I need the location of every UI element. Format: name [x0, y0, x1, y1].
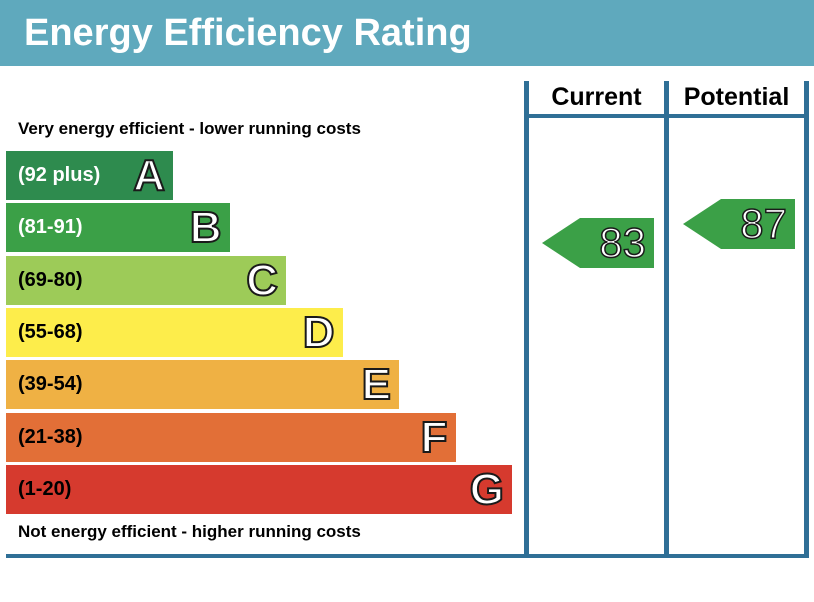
current-rating-arrow: [542, 218, 654, 268]
band-d: (55-68) D: [6, 307, 343, 357]
band-g: (1-20) G: [6, 464, 512, 514]
band-range-label: (69-80): [18, 268, 83, 291]
column-header-underline: [524, 114, 809, 118]
band-range-label: (1-20): [18, 477, 72, 500]
header-bar: Energy Efficiency Rating: [0, 0, 814, 66]
band-range-label: (81-91): [18, 216, 83, 239]
band-letter: E: [361, 360, 392, 410]
band-letter: A: [132, 151, 166, 200]
band-range-label: (21-38): [18, 425, 83, 448]
band-letter: F: [420, 412, 449, 462]
band-b: (81-91) B: [6, 203, 230, 253]
band-letter: G: [469, 464, 505, 514]
band-f: (21-38) F: [6, 412, 456, 462]
bottom-note: Not energy efficient - higher running co…: [18, 522, 361, 541]
band-letter: C: [245, 255, 279, 305]
divider-middle: [664, 81, 669, 558]
chart-title: Energy Efficiency Rating: [24, 12, 472, 54]
divider-left: [524, 81, 529, 558]
current-rating-value: 83: [599, 218, 647, 267]
potential-rating-value: 87: [740, 199, 788, 248]
column-header-potential: Potential: [683, 83, 790, 111]
band-e: (39-54) E: [6, 360, 399, 410]
band-a: (92 plus) A: [6, 151, 173, 200]
band-letter: B: [189, 203, 223, 253]
current-rating-indicator: 83: [542, 218, 654, 268]
potential-rating-indicator: 87: [683, 199, 795, 249]
band-c: (69-80) C: [6, 255, 286, 305]
column-header-current: Current: [551, 83, 642, 111]
band-letter: D: [302, 307, 336, 357]
potential-rating-arrow: [683, 199, 795, 249]
chart-bottom-border: [6, 554, 809, 558]
band-range-label: (92 plus): [18, 164, 101, 186]
top-note: Very energy efficient - lower running co…: [18, 119, 361, 138]
band-range-label: (39-54): [18, 373, 83, 396]
divider-right: [804, 81, 809, 558]
band-range-label: (55-68): [18, 320, 83, 343]
